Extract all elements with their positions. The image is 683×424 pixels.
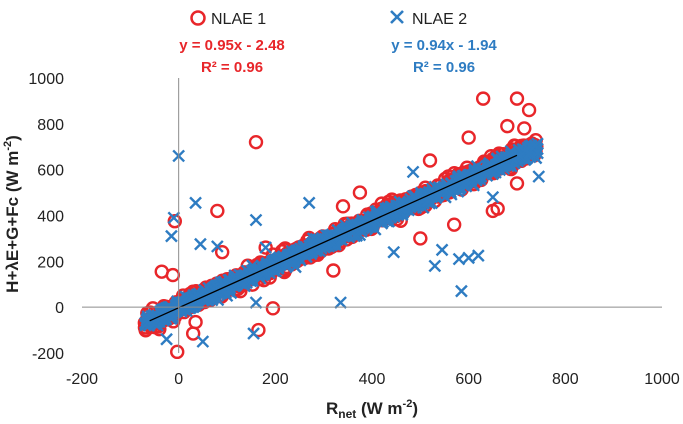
y-tick-label: 600 [37,163,64,180]
nlae-2-point [259,241,273,254]
nlae-1-point [422,153,438,168]
nlae-2-point [165,229,178,243]
nlae-2-point [249,296,263,309]
x-tick-label: 0 [174,371,183,388]
nlae-2-point [364,216,377,229]
nlae-1-point [335,199,351,214]
nlae-2-point [294,242,307,255]
nlae-2-point [271,260,285,274]
trend-line [149,154,518,322]
nlae-2-point [348,229,361,243]
nlae-2-point [167,211,181,225]
nlae-2-point [306,237,320,250]
nlae-2-point [210,240,224,253]
nlae-2-point [473,169,487,183]
equation-nlae-1: y = 0.95x - 2.48 [179,37,285,54]
nlae-2-point [217,278,231,291]
nlae-1-point [170,344,185,360]
nlae-1-point [258,240,273,255]
legend-label-nlae-1: NLAE 1 [211,11,266,28]
nlae-2-point [435,243,449,257]
nlae-2-point [428,259,442,273]
x-axis-ticks: -200 0 200 400 600 800 1000 [66,371,680,388]
y-tick-label: 1000 [28,71,64,88]
nlae-2-point [304,245,318,259]
y-tick-label: 0 [55,300,64,317]
nlae-1-point [446,217,462,232]
nlae-2-point [389,202,402,216]
nlae-1-point [509,91,525,106]
nlae-2-point [529,139,542,152]
nlae-2-point [455,284,468,298]
nlae-2-point [302,196,316,210]
nlae-1-point [248,134,264,150]
nlae-2-point [334,229,348,242]
nlae-2-point [220,289,234,303]
nlae-1-point [251,322,266,338]
nlae-1-point [413,231,428,246]
x-tick-label: 600 [455,371,482,388]
nlae-1-point [517,121,532,136]
y-tick-label: -200 [32,346,64,363]
nlae-1-point [461,130,476,145]
nlae-2-point [471,249,485,262]
series-nlae-2-points [139,137,546,348]
nlae-1-point [188,314,203,330]
x-tick-label: 800 [552,371,579,388]
nlae-1-point [352,185,368,200]
nlae-1-point [154,264,169,279]
nlae-1-point [475,91,491,106]
r2-nlae-2: R² = 0.96 [413,59,475,76]
x-tick-label: 200 [262,371,289,388]
nlae-2-point [486,190,500,204]
nlae-2-point [476,163,490,177]
nlae-1-point [210,203,225,219]
legend-marker-nlae-1 [190,10,206,26]
x-tick-label: 400 [359,371,386,388]
nlae-2-point [258,266,272,280]
nlae-2-point [247,327,260,340]
legend-marker-nlae-2 [390,10,404,24]
nlae-2-point [532,170,546,183]
nlae-1-point [326,263,341,278]
nlae-2-point [462,251,476,265]
nlae-2-point [387,245,401,259]
y-tick-label: 400 [37,209,64,226]
nlae-2-point [406,165,420,179]
nlae-2-point [189,196,202,210]
nlae-2-point [150,309,164,323]
nlae-2-point [287,256,300,270]
nlae-2-point [249,213,263,227]
nlae-1-point [500,118,515,134]
y-axis-title: H+λE+G+Fc (W m-2) [2,135,22,293]
nlae-2-point [368,223,382,236]
nlae-2-point [160,332,173,346]
nlae-2-point [194,237,207,251]
x-tick-label: 1000 [644,371,680,388]
x-tick-label: -200 [66,371,98,388]
y-tick-label: 200 [37,254,64,271]
nlae-1-point [265,301,281,316]
legend-label-nlae-2: NLAE 2 [412,11,467,28]
r2-nlae-1: R² = 0.96 [201,59,263,76]
nlae-2-point [196,335,210,348]
nlae-2-point [197,283,211,297]
nlae-2-point [531,146,544,160]
y-tick-label: 800 [37,117,64,134]
nlae-2-point [334,296,347,309]
nlae-1-point [214,244,230,260]
x-axis-title: Rnet (W m-2) [326,398,418,421]
equation-nlae-2: y = 0.94x - 1.94 [391,37,497,54]
y-axis-ticks: -200 0 200 400 600 800 1000 [28,71,64,363]
nlae-1-point [521,102,537,118]
nlae-2-point [492,161,506,174]
nlae-1-point [509,176,525,191]
